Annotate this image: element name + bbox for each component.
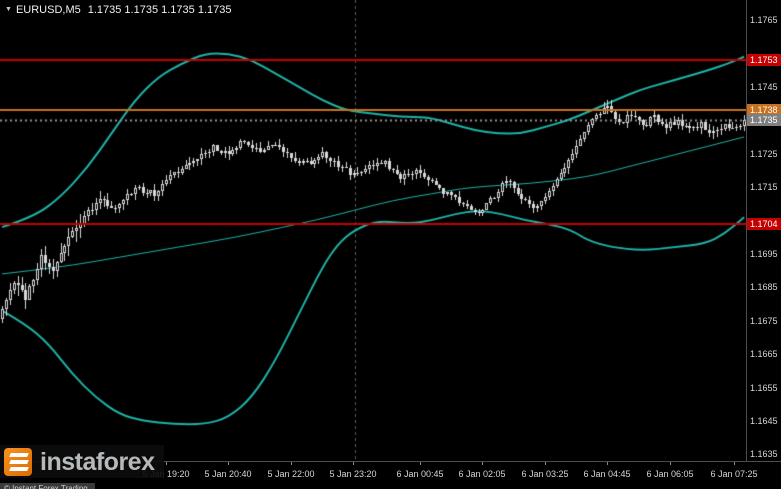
time-axis-tick <box>166 462 167 465</box>
price-axis-label: 1.1765 <box>750 15 778 26</box>
watermark-brand-text: instaforex <box>40 447 155 476</box>
instaforex-watermark: instaforex © Instant Forex Trading <box>0 445 165 489</box>
watermark-main: instaforex <box>0 445 165 478</box>
price-axis-label: 1.1635 <box>750 449 778 460</box>
time-axis-label: 6 Jan 02:05 <box>458 469 506 479</box>
time-axis-tick <box>734 462 735 465</box>
price-level-tag: 1.1753 <box>747 54 781 67</box>
price-axis-label: 1.1645 <box>750 415 778 426</box>
time-axis-label: 6 Jan 03:25 <box>521 469 569 479</box>
price-level-tag: 1.1704 <box>747 217 781 230</box>
price-axis-label: 1.1725 <box>750 148 778 159</box>
time-axis-tick <box>420 462 421 465</box>
chart-dropdown-icon[interactable]: ▼ <box>5 6 12 13</box>
instaforex-logo-icon <box>4 447 32 476</box>
ohlc-values: 1.1735 1.1735 1.1735 1.1735 <box>87 4 232 16</box>
price-axis-label: 1.1665 <box>750 349 778 360</box>
time-axis-tick <box>228 462 229 465</box>
symbol-timeframe-label: EURUSD,M5 <box>15 4 81 16</box>
price-axis-label: 1.1655 <box>750 382 778 393</box>
time-axis-tick <box>482 462 483 465</box>
price-axis-label: 1.1715 <box>750 182 778 193</box>
time-axis-tick <box>670 462 671 465</box>
time-axis-label: 6 Jan 06:05 <box>646 469 694 479</box>
time-axis-label: 6 Jan 07:25 <box>710 469 758 479</box>
price-axis[interactable]: 1.1765 1.1745 1.1725 1.1715 1.1695 1.1685 1.16… <box>746 0 781 461</box>
watermark-copyright: © Instant Forex Trading <box>0 483 95 489</box>
time-axis-label: 5 Jan 20:40 <box>204 469 252 479</box>
price-level-tag: 1.1735 <box>747 114 781 127</box>
chart-header: ▼ EURUSD,M5 1.1735 1.1735 1.1735 1.1735 <box>5 4 231 16</box>
time-axis-tick <box>607 462 608 465</box>
price-chart-canvas[interactable] <box>0 0 746 461</box>
time-axis-label: 6 Jan 00:45 <box>396 469 444 479</box>
price-axis-label: 1.1745 <box>750 81 778 92</box>
price-axis-label: 1.1675 <box>750 315 778 326</box>
price-axis-label: 1.1695 <box>750 248 778 259</box>
time-axis-label: 5 Jan 22:00 <box>267 469 315 479</box>
time-axis-label: 5 Jan 23:20 <box>329 469 377 479</box>
time-axis-tick <box>353 462 354 465</box>
price-level-tag: 1.1738 <box>747 104 781 117</box>
time-axis-tick <box>545 462 546 465</box>
time-axis-label: 6 Jan 04:45 <box>583 469 631 479</box>
price-axis-label: 1.1685 <box>750 282 778 293</box>
time-axis-tick <box>291 462 292 465</box>
time-axis-label: 5 Jan 19:20 <box>142 469 190 479</box>
